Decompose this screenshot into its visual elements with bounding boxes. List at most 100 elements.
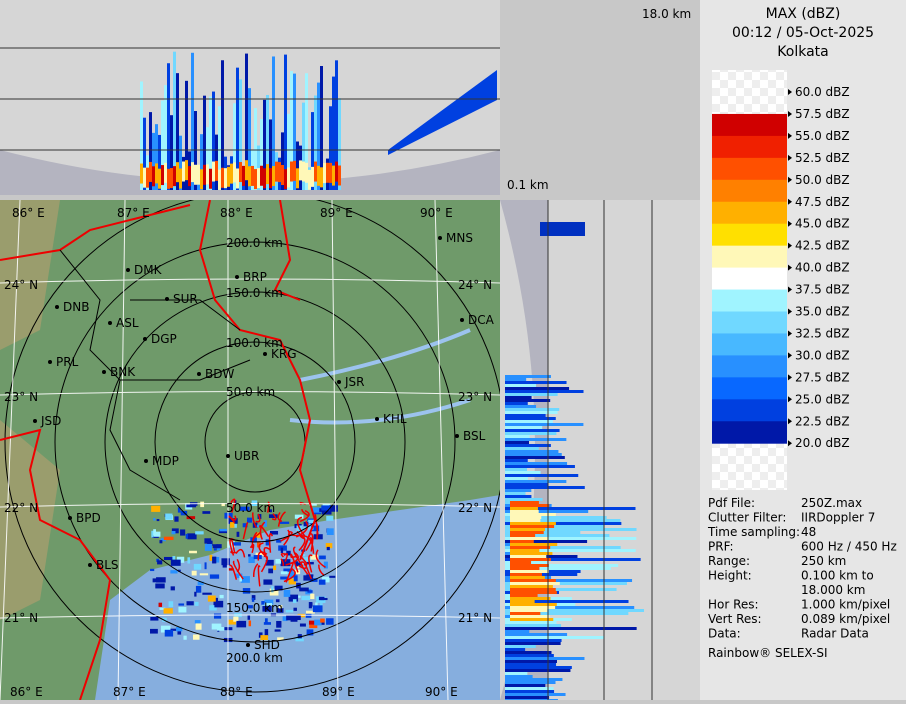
city-label: BLS [96, 558, 119, 572]
echo [152, 578, 159, 583]
ring-label: 50.0 km [226, 501, 275, 515]
city-label: PRL [56, 355, 79, 369]
echo-contour [263, 547, 271, 560]
echo [262, 605, 272, 612]
profile-bar [505, 378, 527, 381]
info-value: 250 km [801, 554, 846, 568]
echo [160, 625, 171, 633]
echo-contour [258, 542, 266, 557]
echo-contour [299, 534, 305, 540]
profile-bar [505, 687, 554, 690]
echo [283, 589, 291, 597]
echo [195, 623, 202, 630]
profile-bar [293, 160, 296, 181]
legend-label: 47.5 dBZ [795, 195, 850, 209]
profile-bar [206, 164, 209, 185]
legend-swatch [712, 421, 787, 444]
echo-contour [249, 543, 255, 553]
city-dot [102, 370, 106, 374]
city-label: BSL [463, 429, 486, 443]
lat-label: 24° N [458, 278, 492, 292]
profile-bar [505, 540, 588, 543]
echo [299, 623, 306, 627]
profile-bar [505, 483, 549, 486]
legend-tick [788, 396, 792, 403]
legend-swatch [712, 245, 787, 269]
city-dot [455, 434, 459, 438]
lon-label: 89° E [322, 685, 355, 699]
echo [282, 616, 288, 622]
profile-bar [206, 127, 209, 190]
profile-bar [505, 534, 610, 537]
echo-contour [283, 553, 289, 562]
echo [163, 556, 174, 561]
legend-tick [788, 132, 792, 139]
echo [211, 605, 215, 609]
city-label: JSR [344, 375, 365, 389]
profile-bar [505, 522, 622, 525]
echo [299, 587, 309, 592]
echo [314, 619, 322, 626]
profile-bar [227, 166, 230, 187]
profile-bar [505, 666, 572, 669]
profile-bar [248, 166, 251, 187]
profile-bar [203, 164, 206, 185]
profile-bar [505, 639, 562, 642]
legend-tick [788, 176, 792, 183]
echo [265, 559, 274, 566]
echo [191, 570, 197, 576]
echo [280, 571, 288, 575]
profile-bar [311, 166, 314, 187]
echo [156, 577, 166, 583]
echo [289, 571, 297, 578]
city-dot [235, 275, 239, 279]
lat-label: 22° N [458, 501, 492, 515]
echo [307, 516, 310, 519]
profile-bar [338, 98, 341, 190]
profile-bar [505, 414, 546, 417]
profile-bar [152, 166, 155, 187]
profile-bar [314, 161, 317, 182]
echo [194, 620, 201, 624]
echo [301, 595, 311, 601]
echo [278, 605, 283, 609]
profile-bar [505, 633, 568, 636]
profile-bar [335, 60, 338, 190]
profile-bar [281, 132, 284, 190]
section-curve [0, 150, 500, 195]
echo [312, 605, 323, 613]
profile-bar [158, 168, 161, 189]
echo [293, 575, 298, 582]
legend-swatch [712, 267, 787, 291]
profile-bar [505, 663, 557, 666]
echo-contour [298, 563, 308, 570]
profile-bar [510, 564, 549, 567]
echo [263, 579, 273, 585]
profile-bar [505, 498, 543, 501]
echo-contour [242, 521, 249, 540]
echo [153, 531, 161, 537]
echo [174, 516, 179, 522]
echo [158, 602, 163, 607]
echo [219, 528, 227, 532]
echo [177, 507, 181, 513]
profile-bar [505, 411, 558, 414]
graticule [0, 200, 500, 700]
echo [228, 619, 236, 625]
echo [246, 605, 253, 609]
echo [288, 594, 299, 602]
echo [320, 603, 323, 607]
echo [260, 635, 269, 641]
profile-bar [505, 690, 555, 693]
echo [296, 565, 300, 569]
echo-contour [280, 552, 286, 558]
echo [185, 533, 189, 539]
echo [204, 562, 207, 570]
profile-bar [505, 612, 629, 615]
profile-bar [510, 579, 556, 582]
echo [200, 501, 205, 508]
profile-bar [269, 119, 272, 190]
echo-contour [229, 564, 238, 580]
profile-bar [317, 165, 320, 186]
echo [221, 503, 225, 507]
